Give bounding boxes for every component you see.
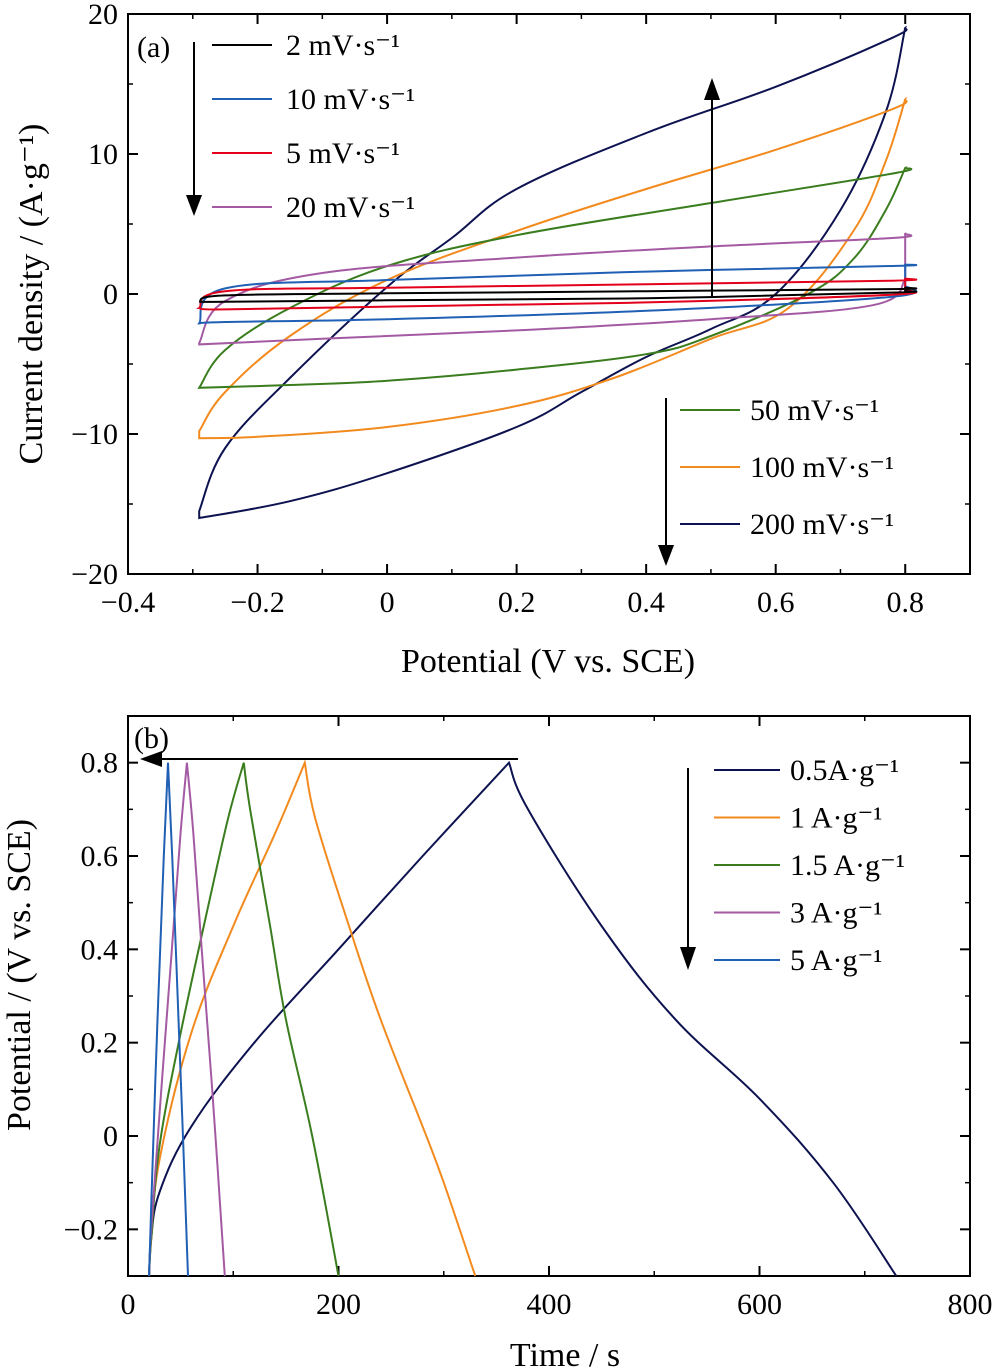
gcd-curve — [148, 762, 226, 1277]
legend-label: 0.5A·g⁻¹ — [790, 754, 899, 787]
x-tick-label: 600 — [737, 1288, 782, 1321]
x-tick-label: 0.8 — [886, 586, 924, 619]
y-tick-label: −10 — [71, 418, 118, 451]
gcd-curve — [148, 760, 898, 1277]
x-tick-label: 200 — [316, 1288, 361, 1321]
y-tick-label: −20 — [71, 558, 118, 591]
x-tick-label: 800 — [948, 1288, 993, 1321]
legend-label: 1.5 A·g⁻¹ — [790, 849, 905, 882]
x-tick-label: −0.2 — [230, 586, 284, 619]
b-legend-arrow — [680, 768, 696, 970]
cv-loop — [198, 232, 913, 346]
y-tick-label: 0.8 — [81, 747, 119, 780]
y-axis-title-a: Current density / (A·g⁻¹) — [13, 124, 50, 465]
cv-series — [196, 25, 918, 520]
panel-label-b: (b) — [134, 722, 169, 755]
y-tick-label: 0.2 — [81, 1027, 119, 1060]
a-ticks: −0.4 −0.2 0 0.2 0.4 0.6 0.8 −20 −10 0 10 20 — [71, 0, 970, 619]
legend-label: 20 mV·s⁻¹ — [286, 191, 415, 224]
legend-label: 10 mV·s⁻¹ — [286, 83, 415, 116]
y-tick-label: 0 — [103, 1120, 118, 1153]
gcd-chart: 0 200 400 600 800 −0.2 0 0.2 0.4 0.6 0.8 (b) 0.5A·… — [1, 715, 993, 1369]
legend-label: 2 mV·s⁻¹ — [286, 29, 400, 62]
cv-loop — [197, 263, 918, 325]
x-axis-title-a: Potential (V vs. SCE) — [401, 643, 695, 680]
legend-label: 3 A·g⁻¹ — [790, 897, 882, 930]
b-time-arrow — [140, 751, 518, 767]
y-axis-title-b: Potential / (V vs. SCE) — [1, 819, 38, 1131]
legend-label: 100 mV·s⁻¹ — [750, 451, 894, 484]
gcd-series — [148, 759, 898, 1277]
plot-frame-b — [127, 715, 971, 1277]
legend-label: 200 mV·s⁻¹ — [750, 508, 894, 541]
cv-loop — [198, 286, 918, 303]
a-scan-direction-arrow — [186, 42, 202, 216]
gcd-curve — [148, 759, 477, 1277]
x-tick-label: 0.6 — [757, 586, 795, 619]
a-increase-arrow — [704, 78, 720, 296]
x-tick-label: 0.2 — [498, 586, 536, 619]
x-tick-label: 0 — [121, 1288, 136, 1321]
y-tick-label: −0.2 — [64, 1213, 118, 1246]
cv-loop — [196, 277, 918, 311]
legend-label: 50 mV·s⁻¹ — [750, 394, 879, 427]
x-tick-label: 400 — [527, 1288, 572, 1321]
legend-left: 2 mV·s⁻¹ 10 mV·s⁻¹ 5 mV·s⁻¹ 20 mV·s⁻¹ — [212, 29, 415, 224]
y-tick-label: 0.6 — [81, 840, 119, 873]
legend-right: 50 mV·s⁻¹ 100 mV·s⁻¹ 200 mV·s⁻¹ — [680, 394, 894, 541]
x-axis-title-b: Time / s — [510, 1337, 620, 1369]
b-ticks: 0 200 400 600 800 −0.2 0 0.2 0.4 0.6 0.8 — [64, 716, 993, 1321]
legend-label: 5 mV·s⁻¹ — [286, 137, 400, 170]
y-tick-label: 20 — [88, 0, 118, 31]
a-right-legend-arrow — [658, 398, 674, 566]
x-tick-label: 0 — [380, 586, 395, 619]
legend-label: 1 A·g⁻¹ — [790, 802, 882, 835]
gcd-curve — [148, 762, 340, 1277]
gcd-curve — [148, 762, 189, 1277]
panel-label-a: (a) — [137, 31, 170, 64]
legend-label: 5 A·g⁻¹ — [790, 944, 882, 977]
legend-b: 0.5A·g⁻¹ 1 A·g⁻¹ 1.5 A·g⁻¹ 3 A·g⁻¹ 5 A·g⁻¹ — [714, 754, 905, 977]
cv-chart: −0.4 −0.2 0 0.2 0.4 0.6 0.8 −20 −10 0 10 20 (a) 2 m… — [13, 0, 971, 680]
x-tick-label: 0.4 — [627, 586, 665, 619]
x-tick-label: −0.4 — [101, 586, 155, 619]
y-tick-label: 0 — [103, 278, 118, 311]
y-tick-label: 0.4 — [81, 933, 119, 966]
y-tick-label: 10 — [88, 138, 118, 171]
